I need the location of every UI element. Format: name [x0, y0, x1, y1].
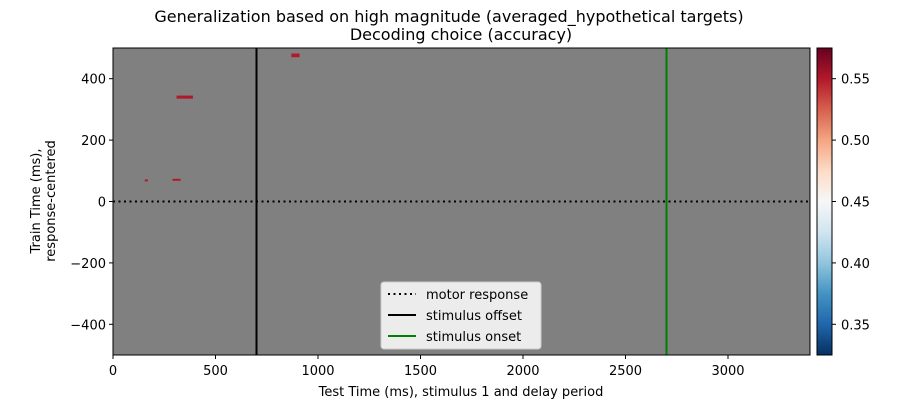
cluster-2 — [144, 179, 148, 182]
x-axis-ticks: 0 500 1000 1500 2000 2500 3000 — [109, 355, 745, 379]
x-tick-label: 2500 — [609, 364, 642, 379]
y-axis-label-line2: response-centered — [44, 140, 59, 262]
y-tick-label: 200 — [81, 134, 106, 149]
colorbar-tick-label: 0.40 — [841, 257, 870, 272]
cluster-3 — [172, 178, 181, 181]
legend-label-1: stimulus offset — [426, 309, 522, 324]
x-tick-label: 1500 — [404, 364, 437, 379]
legend-box — [380, 281, 542, 350]
colorbar-tick-label: 0.35 — [841, 318, 870, 333]
colorbar-tick-label: 0.45 — [841, 196, 870, 211]
x-tick-label: 0 — [109, 364, 117, 379]
legend-label-0: motor response — [426, 288, 528, 303]
legend: motor response stimulus offset stimulus on… — [380, 281, 542, 350]
legend-label-2: stimulus onset — [426, 330, 521, 345]
y-tick-label: 0 — [98, 196, 106, 211]
x-tick-label: 2000 — [506, 364, 539, 379]
colorbar-ticks: 0.35 0.40 0.45 0.50 0.55 — [832, 73, 870, 333]
y-axis-label-line1: Train Time (ms), — [29, 149, 44, 255]
x-tick-label: 3000 — [711, 364, 744, 379]
y-tick-label: −200 — [70, 257, 106, 272]
colorbar-tick-label: 0.55 — [841, 73, 870, 88]
x-axis-label: Test Time (ms), stimulus 1 and delay per… — [318, 385, 604, 400]
significant-clusters — [144, 53, 300, 182]
colorbar-tick-label: 0.50 — [841, 134, 870, 149]
cluster-0 — [291, 53, 300, 58]
x-tick-label: 500 — [203, 364, 228, 379]
cluster-1 — [176, 95, 193, 99]
chart-subtitle: Decoding choice (accuracy) — [350, 25, 572, 44]
y-tick-label: 400 — [81, 73, 106, 88]
y-tick-label: −400 — [70, 318, 106, 333]
colorbar — [816, 47, 833, 356]
x-tick-label: 1000 — [301, 364, 334, 379]
reference-lines — [113, 48, 810, 355]
chart-title: Generalization based on high magnitude (… — [154, 7, 743, 27]
y-axis-ticks: −400 −200 0 200 400 — [70, 73, 113, 333]
